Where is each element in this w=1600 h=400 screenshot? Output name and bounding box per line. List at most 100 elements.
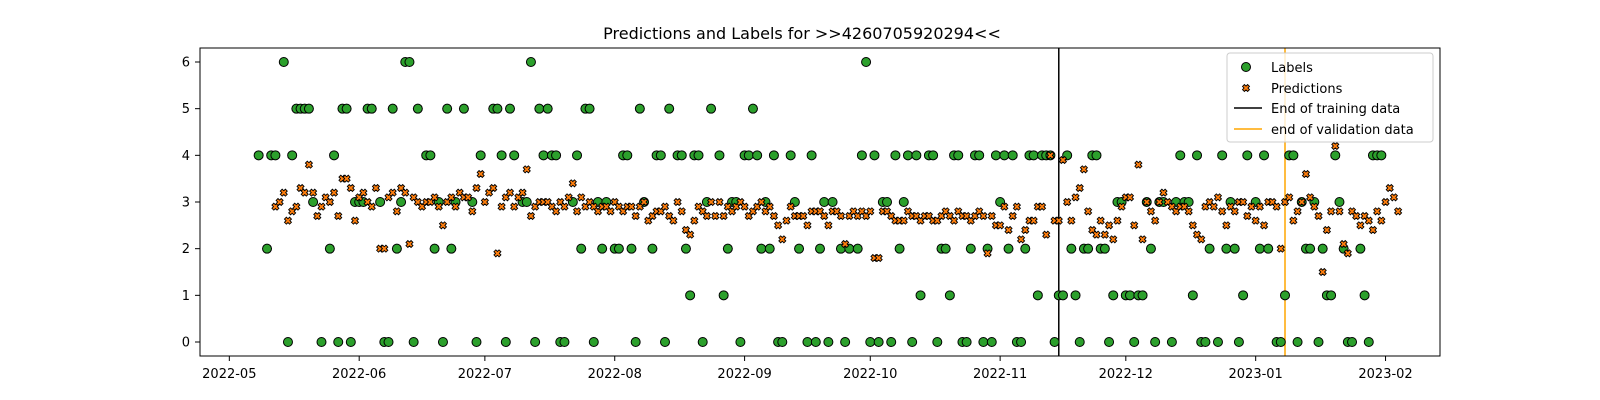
label-point bbox=[329, 150, 340, 161]
prediction-point bbox=[472, 183, 481, 193]
prediction-point bbox=[979, 211, 988, 221]
prediction-point bbox=[1364, 216, 1373, 225]
predictions-series bbox=[271, 141, 1403, 277]
prediction-point bbox=[1058, 155, 1068, 165]
label-point bbox=[1363, 337, 1374, 347]
legend-labels-text: Labels bbox=[1271, 61, 1313, 76]
label-point bbox=[856, 150, 867, 161]
prediction-point bbox=[279, 188, 288, 197]
prediction-point bbox=[1113, 216, 1122, 225]
label-point bbox=[1028, 150, 1039, 161]
prediction-point bbox=[987, 211, 996, 221]
prediction-point bbox=[1054, 216, 1063, 225]
label-point bbox=[408, 337, 419, 347]
label-point bbox=[634, 103, 645, 114]
label-point bbox=[1129, 337, 1140, 347]
label-point bbox=[475, 150, 486, 161]
prediction-point bbox=[275, 197, 284, 207]
prediction-point bbox=[1130, 221, 1139, 230]
x-tick-label: 2023-02 bbox=[1358, 367, 1412, 382]
label-point bbox=[446, 243, 457, 254]
label-point bbox=[890, 150, 901, 161]
prediction-point bbox=[1314, 211, 1323, 221]
prediction-point bbox=[1037, 202, 1047, 211]
prediction-point bbox=[1046, 151, 1055, 160]
y-tick-label: 2 bbox=[182, 242, 190, 257]
prediction-point bbox=[401, 188, 410, 197]
label-point bbox=[873, 337, 884, 347]
label-point bbox=[1305, 243, 1316, 254]
prediction-point bbox=[510, 202, 519, 211]
prediction-point bbox=[782, 216, 791, 225]
prediction-point bbox=[1243, 211, 1252, 221]
prediction-point bbox=[1151, 216, 1160, 225]
prediction-point bbox=[1218, 207, 1227, 216]
prediction-point bbox=[1029, 216, 1038, 225]
label-point bbox=[1280, 290, 1290, 301]
prediction-point bbox=[606, 207, 615, 216]
prediction-point bbox=[1326, 207, 1336, 216]
prediction-point bbox=[824, 221, 833, 230]
prediction-point bbox=[673, 197, 682, 207]
prediction-point bbox=[1306, 193, 1315, 202]
label-point bbox=[961, 337, 972, 347]
x-tick-label: 2022-08 bbox=[588, 367, 642, 382]
label-point bbox=[915, 290, 926, 301]
prediction-point bbox=[405, 239, 414, 249]
x-tick-label: 2022-09 bbox=[717, 367, 771, 382]
prediction-point bbox=[388, 188, 397, 197]
prediction-point bbox=[706, 197, 716, 207]
prediction-point bbox=[476, 169, 485, 179]
label-point bbox=[1275, 337, 1286, 347]
prediction-point bbox=[1138, 235, 1147, 244]
label-point bbox=[1049, 337, 1060, 347]
label-point bbox=[534, 103, 545, 114]
prediction-point bbox=[434, 202, 443, 211]
label-point bbox=[303, 103, 314, 114]
label-point bbox=[655, 150, 666, 161]
prediction-point bbox=[719, 211, 728, 221]
prediction-point bbox=[1335, 207, 1344, 216]
label-point bbox=[777, 337, 788, 347]
label-point bbox=[768, 150, 779, 161]
prediction-point bbox=[564, 193, 573, 202]
prediction-point bbox=[1134, 160, 1143, 169]
label-point bbox=[1347, 337, 1358, 347]
label-point bbox=[492, 103, 503, 114]
prediction-point bbox=[1071, 193, 1080, 202]
label-point bbox=[391, 243, 402, 254]
label-point bbox=[685, 290, 696, 301]
label-point bbox=[932, 337, 943, 347]
prediction-point bbox=[836, 211, 846, 221]
prediction-point bbox=[899, 216, 908, 225]
prediction-point bbox=[329, 188, 339, 197]
prediction-point bbox=[577, 193, 586, 202]
y-tick-label: 5 bbox=[182, 102, 190, 117]
prediction-point bbox=[1000, 202, 1009, 211]
label-point bbox=[1288, 150, 1299, 161]
prediction-point bbox=[367, 202, 376, 211]
label-point bbox=[471, 337, 482, 347]
prediction-point bbox=[820, 211, 829, 221]
prediction-point bbox=[1004, 225, 1013, 235]
prediction-point bbox=[317, 202, 326, 211]
prediction-point bbox=[1146, 207, 1156, 216]
label-point bbox=[521, 197, 532, 207]
label-point bbox=[1145, 243, 1156, 254]
prediction-point bbox=[1318, 267, 1327, 277]
label-point bbox=[852, 243, 863, 254]
prediction-point bbox=[1075, 183, 1084, 193]
prediction-point bbox=[451, 202, 460, 211]
y-tick-label: 3 bbox=[182, 196, 190, 211]
prediction-point bbox=[522, 165, 531, 174]
prediction-point bbox=[1209, 202, 1218, 211]
prediction-point bbox=[996, 221, 1005, 230]
prediction-point bbox=[1331, 141, 1340, 151]
prediction-point bbox=[1389, 193, 1399, 202]
label-point bbox=[902, 150, 913, 161]
prediction-point bbox=[468, 207, 477, 216]
prediction-point bbox=[1230, 207, 1239, 216]
x-tick-label: 2022-12 bbox=[1099, 367, 1153, 382]
prediction-point bbox=[346, 183, 355, 193]
prediction-point bbox=[1188, 221, 1197, 230]
